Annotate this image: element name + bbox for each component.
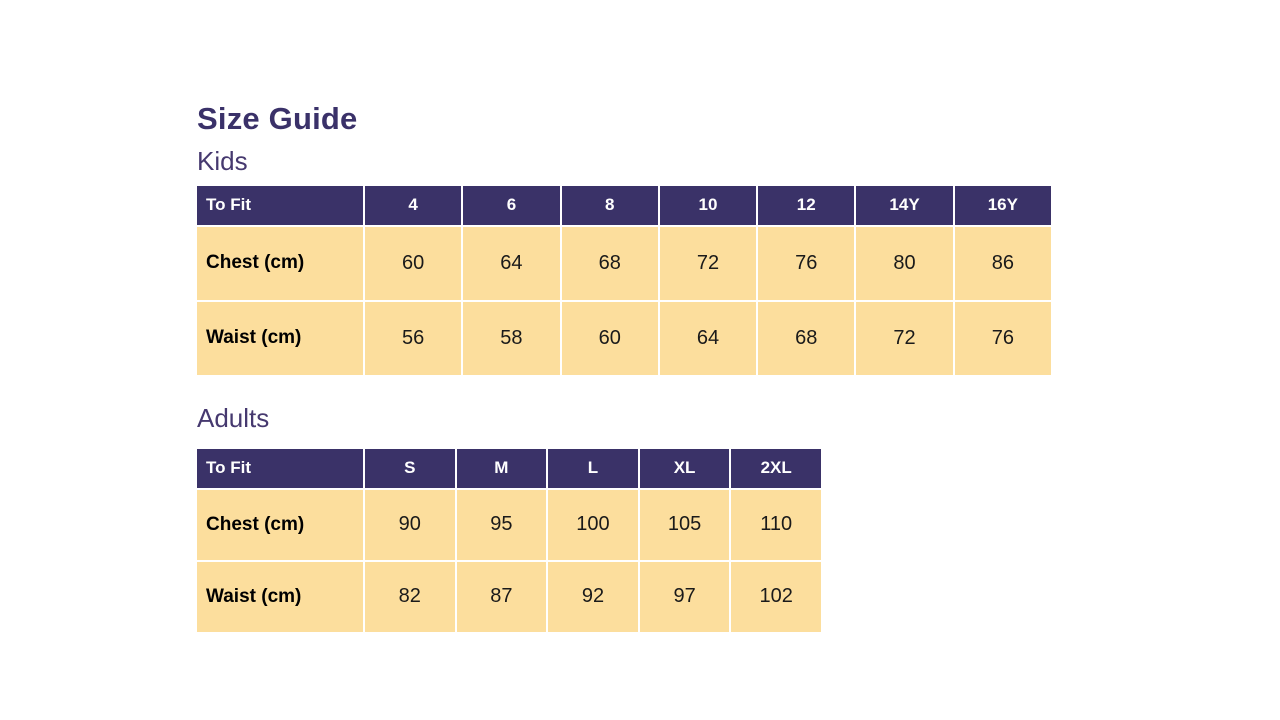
size-value-cell: 92	[546, 559, 640, 634]
row-label: Waist (cm)	[195, 299, 365, 377]
size-value-cell: 76	[756, 224, 857, 302]
size-value-cell: 80	[854, 224, 955, 302]
size-value-cell: 87	[454, 559, 549, 634]
size-value-cell: 56	[362, 299, 464, 377]
adults-table-row: Waist (cm) 82 87 92 97 102	[195, 559, 823, 634]
to-fit-header-cell: To Fit	[195, 183, 365, 227]
size-value-cell: 68	[559, 224, 660, 302]
size-value-cell: 86	[952, 224, 1054, 302]
size-value-cell: 60	[559, 299, 660, 377]
size-column-header: XL	[637, 446, 732, 490]
size-column-header: 16Y	[952, 183, 1054, 227]
size-value-cell: 110	[729, 487, 823, 562]
size-column-header: 8	[559, 183, 660, 227]
kids-section-heading: Kids	[197, 145, 248, 176]
size-value-cell: 100	[546, 487, 640, 562]
adults-size-table: To Fit S M L XL 2XL Chest (cm) 90 95 100 105 110 Wai…	[195, 446, 823, 634]
size-column-header: 14Y	[854, 183, 955, 227]
size-value-cell: 97	[637, 559, 732, 634]
kids-table-row: Waist (cm) 56 58 60 64 68 72 76	[195, 299, 1054, 377]
kids-size-table: To Fit 4 6 8 10 12 14Y 16Y Chest (cm) 60 64 68 72 76 8…	[195, 183, 1054, 377]
size-value-cell: 76	[952, 299, 1054, 377]
kids-table-row: Chest (cm) 60 64 68 72 76 80 86	[195, 224, 1054, 302]
adults-table-row: Chest (cm) 90 95 100 105 110	[195, 487, 823, 562]
row-label: Chest (cm)	[195, 487, 365, 562]
to-fit-header-cell: To Fit	[195, 446, 365, 490]
size-column-header: 2XL	[729, 446, 823, 490]
size-value-cell: 105	[637, 487, 732, 562]
size-column-header: 6	[461, 183, 562, 227]
size-value-cell: 60	[362, 224, 464, 302]
size-column-header: S	[363, 446, 457, 490]
adults-section-heading: Adults	[197, 402, 270, 433]
size-column-header: 12	[756, 183, 857, 227]
size-column-header: L	[546, 446, 640, 490]
size-value-cell: 64	[461, 224, 562, 302]
size-value-cell: 102	[729, 559, 823, 634]
page-title: Size Guide	[197, 101, 358, 136]
size-column-header: 4	[362, 183, 464, 227]
size-value-cell: 82	[363, 559, 457, 634]
kids-section: Kids To Fit 4 6 8 10 12 14Y 16Y Chest (cm) 60 64 68…	[195, 145, 1054, 377]
size-value-cell: 72	[657, 224, 759, 302]
size-column-header: 10	[657, 183, 759, 227]
size-column-header: M	[454, 446, 549, 490]
adults-header-row: To Fit S M L XL 2XL	[195, 446, 823, 490]
size-value-cell: 68	[756, 299, 857, 377]
row-label: Chest (cm)	[195, 224, 365, 302]
size-value-cell: 95	[454, 487, 549, 562]
size-value-cell: 64	[657, 299, 759, 377]
adults-section: Adults To Fit S M L XL 2XL Chest (cm) 90 95 100 10…	[195, 402, 1053, 634]
kids-header-row: To Fit 4 6 8 10 12 14Y 16Y	[195, 183, 1054, 227]
row-label: Waist (cm)	[195, 559, 365, 634]
size-value-cell: 72	[854, 299, 955, 377]
slide-content: Size Guide Kids To Fit 4 6 8 10 12 14Y 16Y Chest…	[195, 100, 1054, 634]
size-value-cell: 90	[363, 487, 457, 562]
size-value-cell: 58	[461, 299, 562, 377]
